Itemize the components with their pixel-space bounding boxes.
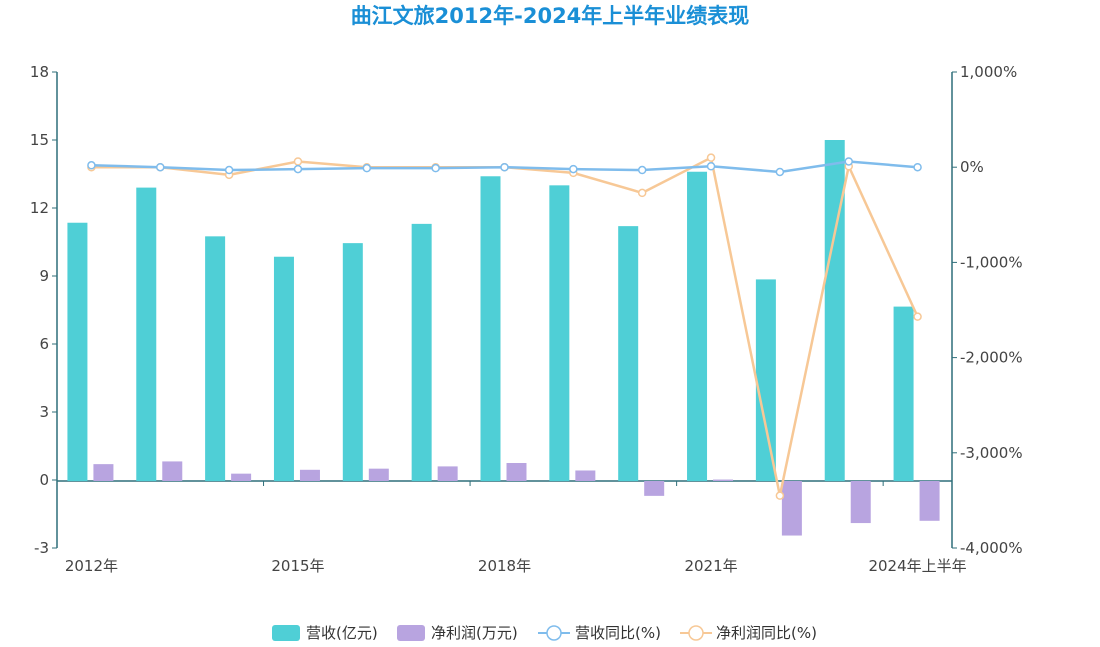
revenue-bar	[342, 243, 363, 481]
x-tick-label: 2024年上半年	[868, 557, 966, 575]
revenue-yoy-point	[844, 157, 853, 166]
profit-bar	[299, 469, 320, 481]
revenue-bar	[824, 140, 845, 481]
legend: 营收(亿元) 净利润(万元) 营收同比(%) 净利润同比(%)	[272, 624, 817, 642]
right-tick-label: 1,000%	[960, 63, 1017, 81]
profit-yoy-point	[913, 312, 922, 321]
revenue-bar	[755, 279, 776, 481]
profit-bar	[506, 463, 527, 481]
right-tick-label: -4,000%	[960, 539, 1023, 557]
legend-label-profit-yoy: 净利润同比(%)	[716, 624, 817, 642]
right-tick-label: -3,000%	[960, 444, 1023, 462]
revenue-yoy-point	[431, 163, 440, 173]
revenue-yoy-point	[500, 162, 509, 172]
revenue-yoy-point	[706, 161, 716, 171]
x-tick-label: 2021年	[684, 557, 737, 575]
profit-yoy-point	[775, 491, 785, 500]
x-tick-label: 2015年	[271, 557, 324, 575]
profit-bar	[162, 461, 183, 481]
lines	[87, 153, 922, 500]
revenue-bar	[480, 176, 501, 481]
left-tick-label: 15	[30, 131, 49, 149]
revenue-bar	[273, 256, 294, 481]
revenue-bar	[893, 306, 914, 481]
revenue-yoy-point	[362, 163, 372, 173]
revenue-yoy-point	[569, 164, 578, 174]
left-tick-label: 18	[30, 63, 49, 81]
legend-swatch-revenue	[272, 625, 300, 641]
left-tick-label: 12	[30, 199, 49, 217]
legend-swatch-profit	[397, 625, 425, 641]
revenue-yoy-point	[156, 162, 165, 172]
profit-bar	[919, 481, 940, 521]
profit-bar	[368, 468, 389, 481]
left-tick-label: 3	[39, 403, 49, 421]
revenue-bar	[205, 236, 226, 481]
profit-bar	[850, 481, 871, 524]
profit-bar	[437, 466, 458, 481]
legend-label-profit: 净利润(万元)	[431, 624, 518, 642]
profit-bar	[713, 479, 734, 481]
left-tick-label: 0	[39, 471, 49, 489]
legend-item-profit[interactable]: 净利润(万元)	[397, 624, 518, 642]
revenue-yoy-point	[293, 164, 303, 174]
revenue-yoy-point	[637, 165, 647, 175]
legend-label-revenue-yoy: 营收同比(%)	[575, 624, 661, 642]
legend-label-revenue: 营收(亿元)	[306, 624, 378, 642]
revenue-bar	[549, 185, 570, 482]
revenue-bar	[136, 187, 157, 481]
revenue-bar	[618, 226, 639, 481]
chart-title: 曲江文旅2012年-2024年上半年业绩表现	[351, 4, 750, 28]
legend-item-revenue[interactable]: 营收(亿元)	[272, 624, 378, 642]
revenue-bar	[411, 223, 432, 481]
right-tick-label: -2,000%	[960, 349, 1023, 367]
x-tick-label: 2018年	[478, 557, 531, 575]
profit-yoy-point	[637, 188, 647, 198]
left-tick-label: 6	[39, 335, 49, 353]
revenue-bar	[67, 222, 88, 481]
profit-bar	[231, 473, 252, 481]
profit-yoy-point	[706, 153, 716, 162]
legend-marker-profit-yoy	[688, 625, 704, 641]
profit-bar	[781, 481, 802, 536]
left-tick-label: -3	[34, 539, 49, 557]
bars	[67, 140, 940, 536]
profit-yoy-point	[293, 157, 303, 166]
profit-bar	[575, 470, 596, 481]
x-tick-label: 2012年	[65, 557, 118, 575]
axes: -3 0 3 6 9 12 15 18 -4,000% -3,000% -2,000% -1,000%…	[30, 63, 1023, 575]
left-tick-label: 9	[39, 267, 49, 285]
profit-bar	[644, 481, 665, 496]
revenue-yoy-point	[913, 162, 922, 172]
revenue-yoy-point	[775, 167, 785, 177]
legend-item-revenue-yoy[interactable]: 营收同比(%)	[538, 624, 661, 642]
revenue-yoy-point	[87, 161, 96, 170]
profit-bar	[93, 464, 114, 481]
right-tick-label: -1,000%	[960, 253, 1023, 271]
revenue-bar	[687, 171, 708, 481]
revenue-yoy-point	[224, 165, 234, 175]
legend-item-profit-yoy[interactable]: 净利润同比(%)	[680, 624, 817, 642]
legend-marker-revenue-yoy	[546, 625, 562, 641]
right-tick-label: 0%	[960, 158, 984, 176]
